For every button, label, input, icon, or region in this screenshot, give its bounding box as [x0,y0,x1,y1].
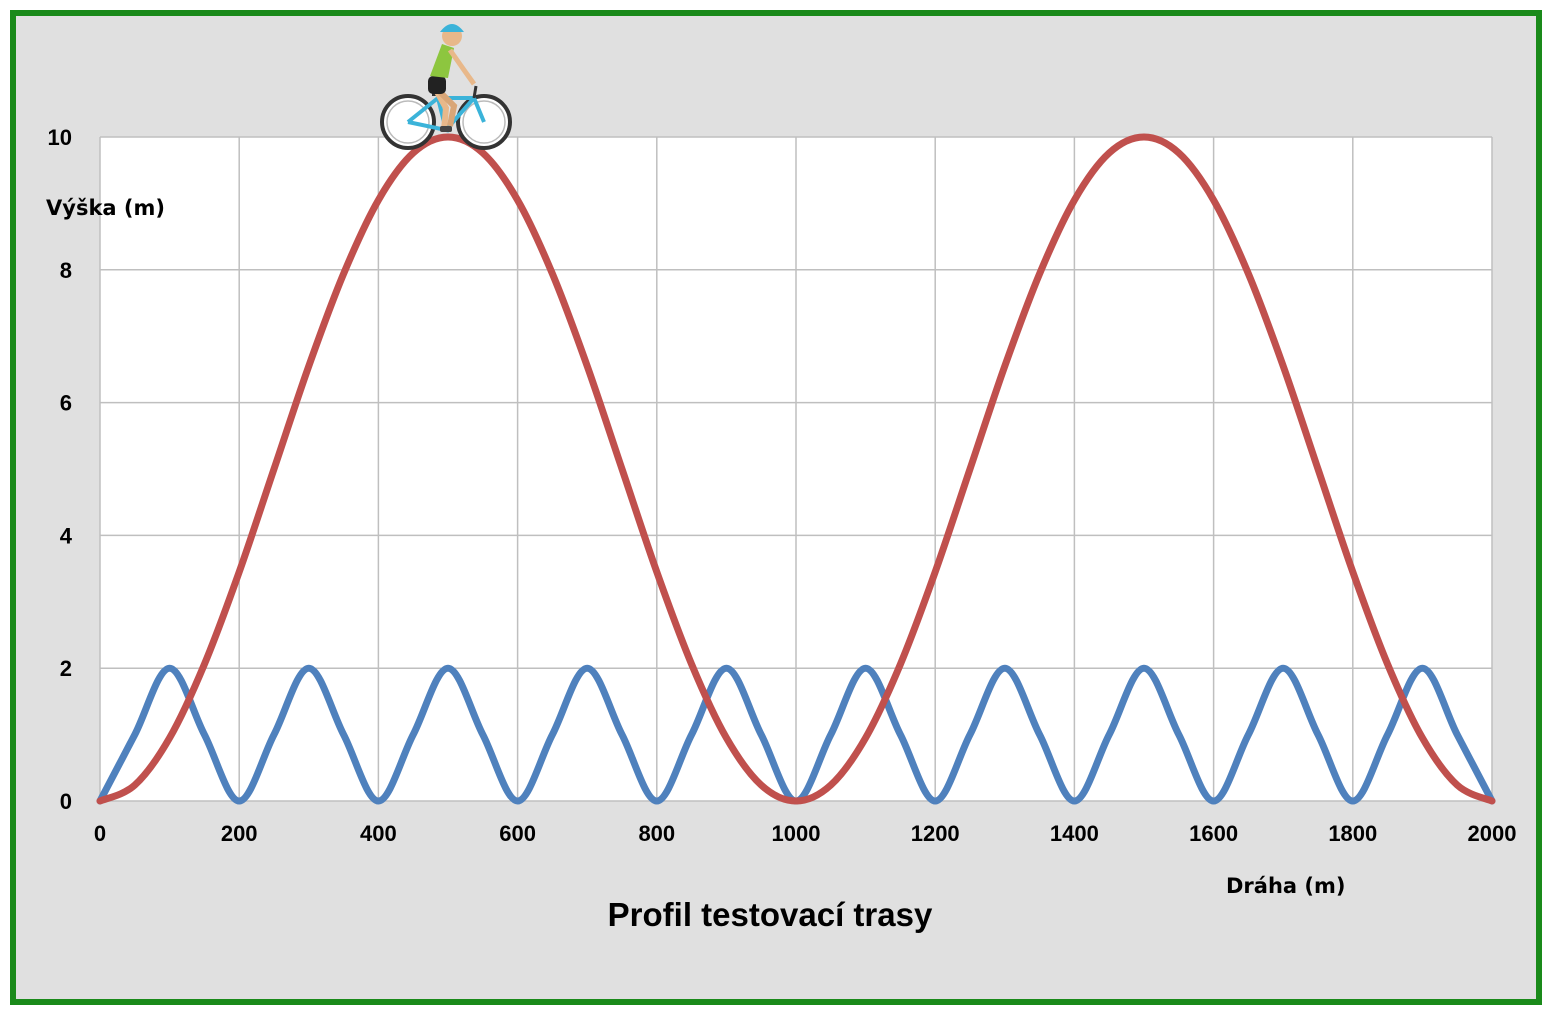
x-tick-label: 400 [360,821,397,846]
line-chart: 0 200 400 600 800 1000 1200 1400 1600 1800 2000 0 2… [46,24,1517,933]
x-axis-ticks: 0 200 400 600 800 1000 1200 1400 1600 1800 2000 [94,821,1517,846]
x-tick-label: 1000 [772,821,821,846]
x-tick-label: 0 [94,821,106,846]
x-tick-label: 2000 [1468,821,1517,846]
chart-title: Profil testovací trasy [608,896,933,933]
x-tick-label: 200 [221,821,258,846]
x-tick-label: 1800 [1328,821,1377,846]
x-tick-label: 800 [638,821,675,846]
y-axis-ticks: 0 2 4 6 8 10 [48,125,73,814]
y-tick-label: 10 [48,125,72,150]
y-tick-label: 4 [60,523,73,548]
x-tick-label: 600 [499,821,536,846]
series-layer [96,133,1496,805]
x-tick-label: 1200 [911,821,960,846]
chart-frame: 0 200 400 600 800 1000 1200 1400 1600 1800 2000 0 2… [10,10,1542,1005]
y-tick-label: 0 [60,789,72,814]
series-line-red [96,133,1496,805]
y-tick-label: 2 [60,656,72,681]
cyclist-icon [380,24,512,150]
grid-lines [99,136,1493,802]
y-tick-label: 8 [60,258,72,283]
x-axis-label: Dráha (m) [1226,874,1345,898]
y-axis-label: Výška (m) [46,196,165,220]
x-tick-label: 1600 [1189,821,1238,846]
x-tick-label: 1400 [1050,821,1099,846]
y-tick-label: 6 [60,391,72,416]
